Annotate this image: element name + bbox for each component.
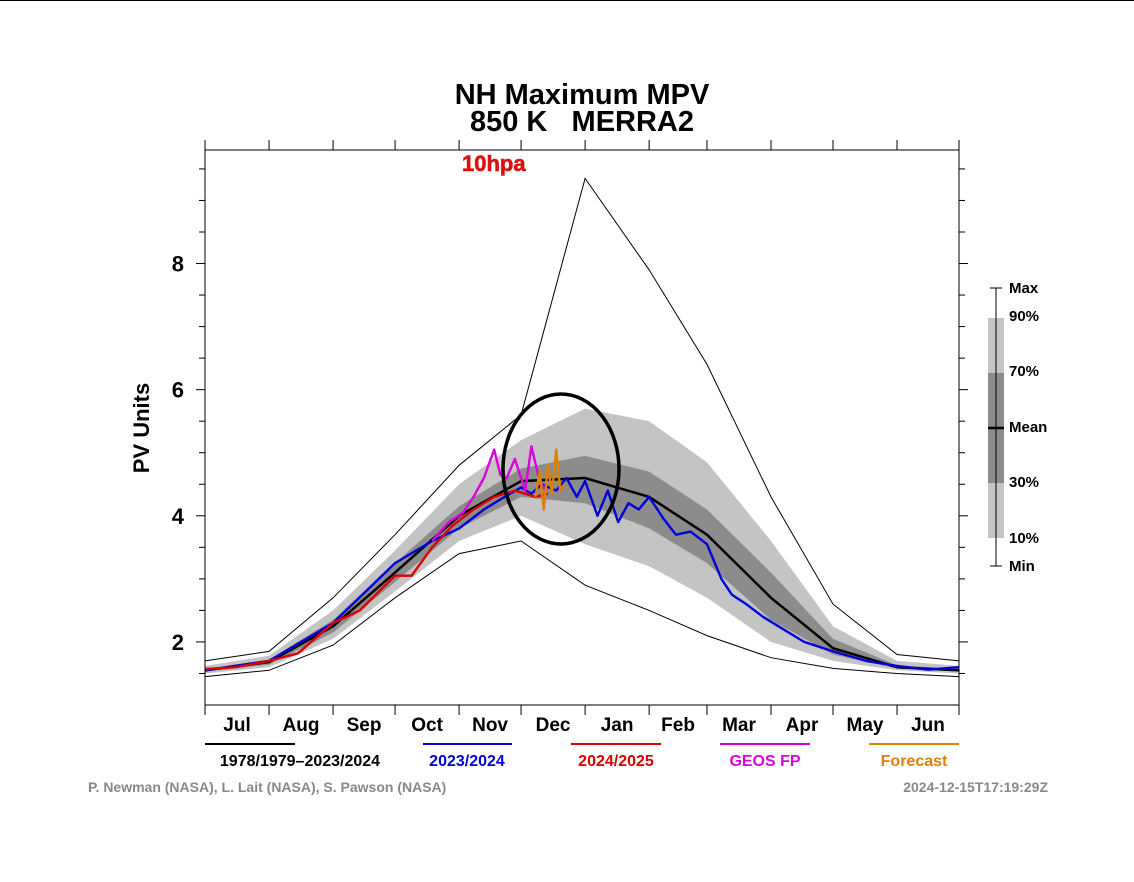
- x-month-label: Aug: [283, 715, 320, 736]
- band-legend-label: Min: [1009, 558, 1035, 575]
- legend-label: 2023/2024: [429, 753, 505, 770]
- series-line-2024-2025: [204, 489, 549, 671]
- climatology-max-line: [204, 177, 960, 662]
- band-legend-label: 70%: [1009, 363, 1039, 380]
- legend-label: Forecast: [881, 753, 948, 770]
- y-tick-label: 2: [172, 630, 184, 655]
- y-tick-label: 8: [172, 252, 184, 277]
- timestamp-text: 2024-12-15T17:19:29Z: [903, 779, 1048, 795]
- credits-text: P. Newman (NASA), L. Lait (NASA), S. Paw…: [88, 779, 446, 795]
- series-line-forecast: [534, 448, 566, 511]
- x-month-label: Jul: [223, 715, 250, 736]
- x-month-label: May: [847, 715, 884, 736]
- x-month-label: Feb: [661, 715, 695, 736]
- x-month-label: Dec: [536, 715, 571, 736]
- band-legend-label: 90%: [1009, 308, 1039, 325]
- x-month-label: Sep: [347, 715, 382, 736]
- x-month-label: Jun: [911, 715, 945, 736]
- band-30-70: [205, 455, 959, 672]
- series-line-geos-fp: [431, 445, 547, 542]
- x-month-label: Jan: [601, 715, 634, 736]
- series-legend: 1978/1979–2023/2024 2023/2024 2024/2025 GEO…: [205, 743, 959, 770]
- highlight-circle: [501, 392, 621, 546]
- top-border: [0, 0, 1134, 1]
- band-legend-label: Max: [1009, 280, 1039, 297]
- x-month-label: Apr: [786, 715, 819, 736]
- band-legend: Max 90% 70% Mean 30% 10% Min: [988, 280, 1047, 575]
- x-month-label: Nov: [472, 715, 508, 736]
- band-legend-label: Mean: [1009, 419, 1047, 436]
- band-legend-label: 10%: [1009, 530, 1039, 547]
- legend-label: 2024/2025: [578, 753, 654, 770]
- band-legend-label: 30%: [1009, 474, 1039, 491]
- legend-label: GEOS FP: [729, 753, 800, 770]
- legend-label: 1978/1979–2023/2024: [220, 753, 380, 770]
- plot-area: 2 4 6 8 Jul Aug Sep Oct Nov Dec Jan Feb Mar Apr May Jun: [172, 140, 968, 736]
- plot-frame: [204, 149, 960, 706]
- x-month-label: Oct: [411, 715, 443, 736]
- climatology-mean-line: [204, 476, 960, 672]
- chart-subtitle: 850 K MERRA2: [470, 106, 694, 138]
- chart-title: NH Maximum MPV: [455, 79, 710, 111]
- y-tick-label: 4: [172, 504, 185, 529]
- x-month-label: Mar: [722, 715, 756, 736]
- y-axis-label: PV Units: [129, 383, 154, 473]
- annotation-10hpa: 10hpa: [462, 151, 526, 176]
- y-tick-label: 6: [172, 378, 184, 403]
- series-line-2023-2024: [204, 476, 960, 672]
- climatology-min-line: [204, 540, 960, 678]
